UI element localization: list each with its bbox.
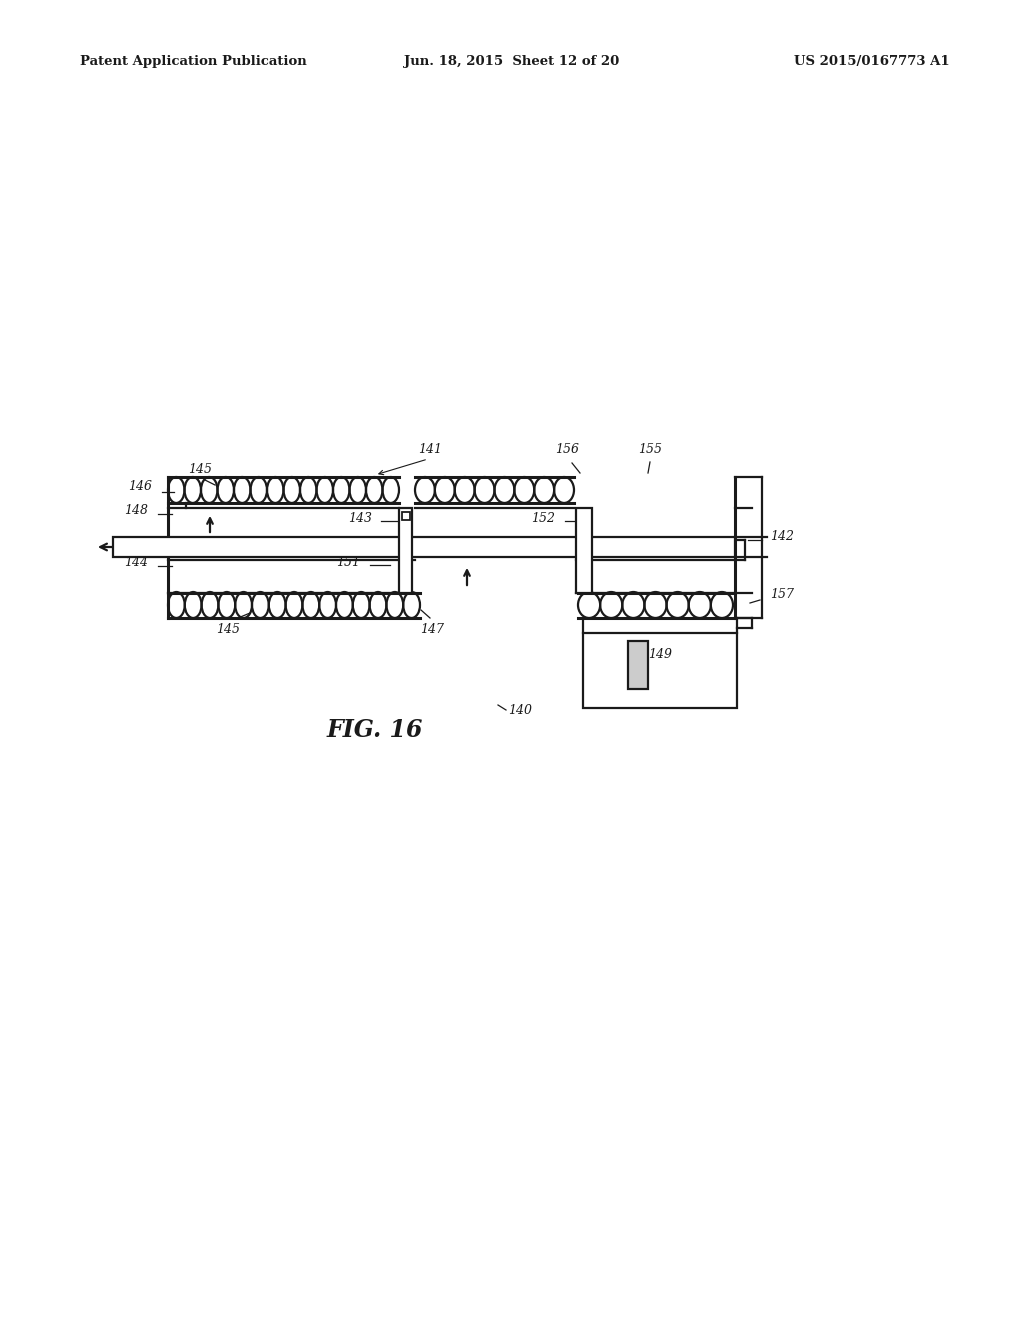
Bar	[575, 508, 592, 593]
Text: US 2015/0167773 A1: US 2015/0167773 A1	[795, 55, 950, 69]
Text: 151: 151	[336, 556, 360, 569]
Text: 146: 146	[128, 479, 152, 492]
Text: 143: 143	[348, 511, 372, 524]
Text: 148: 148	[124, 503, 148, 516]
Text: 147: 147	[420, 623, 444, 636]
Text: 155: 155	[638, 444, 662, 455]
Text: 157: 157	[770, 589, 794, 602]
Text: FIG. 16: FIG. 16	[327, 718, 423, 742]
Text: 141: 141	[418, 444, 442, 455]
Text: 145: 145	[216, 623, 240, 636]
Text: 140: 140	[508, 704, 532, 717]
Text: Patent Application Publication: Patent Application Publication	[80, 55, 307, 69]
Bar	[399, 508, 412, 593]
Bar	[401, 512, 410, 520]
Text: 152: 152	[531, 511, 555, 524]
Text: 142: 142	[770, 531, 794, 544]
Bar	[583, 634, 737, 708]
Text: 156: 156	[555, 444, 579, 455]
Text: 144: 144	[124, 556, 148, 569]
Text: 145: 145	[188, 463, 212, 477]
Bar	[113, 537, 735, 557]
Text: 149: 149	[648, 648, 672, 661]
Text: Jun. 18, 2015  Sheet 12 of 20: Jun. 18, 2015 Sheet 12 of 20	[404, 55, 620, 69]
Bar	[628, 642, 648, 689]
